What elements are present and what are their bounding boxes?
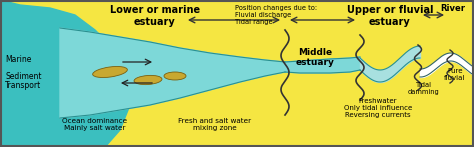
Ellipse shape <box>134 75 162 85</box>
Text: Marine: Marine <box>5 55 31 64</box>
Ellipse shape <box>164 72 186 80</box>
Text: Sediment: Sediment <box>5 72 42 81</box>
Polygon shape <box>0 0 130 147</box>
Text: Position changes due to:
Fluvial discharge
Tidal range: Position changes due to: Fluvial dischar… <box>235 5 317 25</box>
Text: Transport: Transport <box>5 81 41 90</box>
Text: River: River <box>440 4 465 13</box>
Polygon shape <box>60 28 285 118</box>
Text: Middle
estuary: Middle estuary <box>296 48 335 67</box>
Text: Upper or fluvial
estuary: Upper or fluvial estuary <box>347 5 433 27</box>
Text: Freshwater
Only tidal influence
Reversing currents: Freshwater Only tidal influence Reversin… <box>344 98 412 118</box>
Text: Tidal
damming: Tidal damming <box>408 82 440 95</box>
Text: Ocean dominance
Mainly salt water: Ocean dominance Mainly salt water <box>63 118 128 131</box>
Text: Lower or marine
estuary: Lower or marine estuary <box>110 5 200 27</box>
Text: Fresh and salt water
mixing zone: Fresh and salt water mixing zone <box>178 118 252 131</box>
Text: Pure
fluvial: Pure fluvial <box>444 68 465 81</box>
Ellipse shape <box>92 66 128 77</box>
Polygon shape <box>285 57 360 73</box>
